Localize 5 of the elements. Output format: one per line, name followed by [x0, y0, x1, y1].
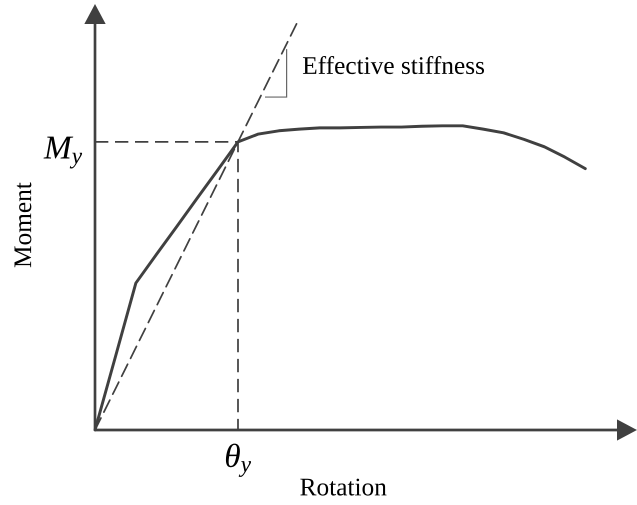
y-axis-title: Moment — [14, 182, 32, 268]
x-axis-title: Rotation — [300, 478, 386, 496]
text: θ$_{y}$ — [226, 444, 252, 477]
text: M$_{y}$ — [44, 136, 82, 168]
annotation: Effective stiffness — [302, 56, 484, 74]
